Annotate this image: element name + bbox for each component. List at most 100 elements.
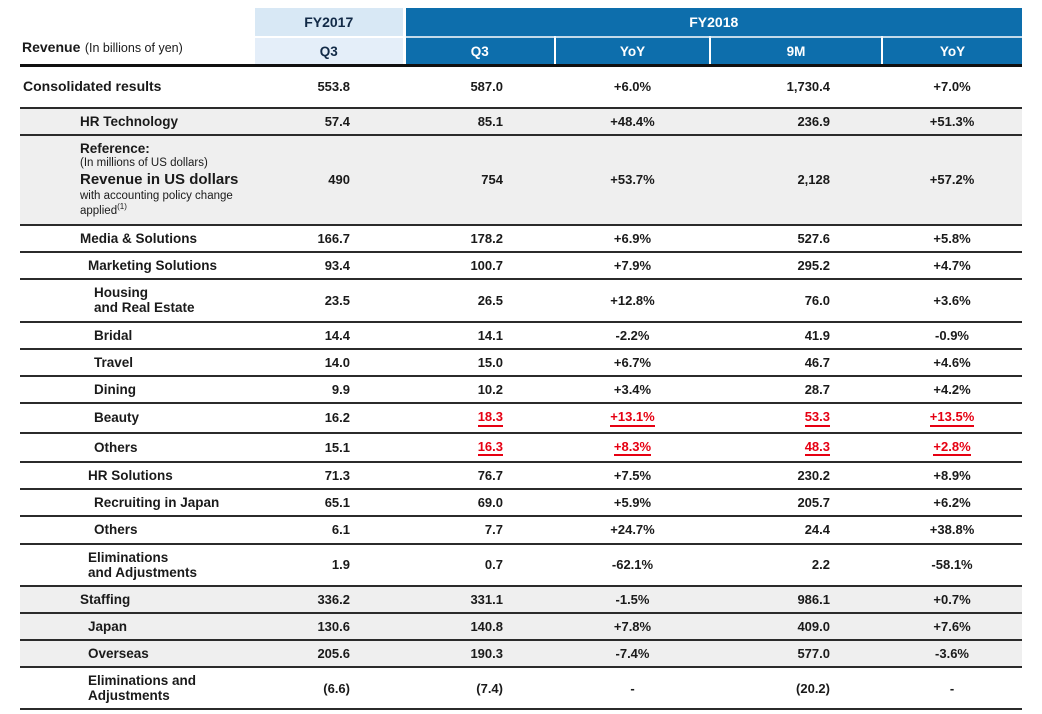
row-label-line: Consolidated results (23, 78, 255, 95)
table-row-media-and-solutions: Media & Solutions 166.7 178.2 +6.9% 527.6 +5.… (20, 225, 1023, 254)
value: 85.1 (477, 113, 503, 129)
value: (6.6) (323, 680, 350, 696)
label-text: Marketing Solutions (88, 258, 218, 274)
value: +7.0% (933, 79, 971, 95)
highlighted-value: 16.3 (477, 439, 503, 457)
highlighted-value: +2.8% (933, 439, 971, 457)
cell-hr-technology-fy2018-q3: 85.1 (404, 107, 555, 136)
value: 986.1 (797, 591, 830, 607)
row-label-line: and Real Estate (94, 300, 255, 315)
value: +4.6% (933, 354, 971, 370)
label-text: Consolidated results (23, 78, 162, 94)
value: 0.7 (484, 557, 503, 573)
table-row-consolidated-results: Consolidated results 553.8 587.0 +6.0% 1,730… (20, 65, 1023, 109)
cell-staffing-fy2018-yoy: -1.5% (555, 585, 710, 614)
cell-media-and-solutions-fy2018-q3: 178.2 (404, 225, 555, 254)
cell-travel-fy2018-9m: 46.7 (710, 348, 882, 377)
cell-media-eliminations-adjustments-fy2017-q3: 1.9 (255, 543, 404, 587)
row-label-staffing: Staffing (20, 585, 255, 614)
row-label-beauty: Beauty (20, 402, 255, 434)
cell-staffing-japan-fy2018-9m: 409.0 (710, 612, 882, 641)
row-label-line: Bridal (94, 328, 255, 343)
value: 65.1 (324, 495, 350, 511)
row-label-media-eliminations-adjustments: Eliminations and Adjustments (20, 543, 255, 587)
label-text: HR Solutions (88, 468, 173, 484)
value: 16.2 (324, 410, 350, 426)
value: 7.7 (484, 522, 503, 538)
label-text: Adjustments (88, 688, 170, 704)
table-row-hr-technology: HR Technology 57.4 85.1 +48.4% 236.9 +51.3% (20, 107, 1023, 136)
value: 140.8 (470, 618, 503, 634)
cell-reference-revenue-usd-fy2017-q3: 490 (255, 134, 404, 227)
value: 24.4 (804, 522, 830, 538)
cell-media-others-fy2018-9m: 48.3 (710, 432, 882, 464)
value: 130.6 (317, 618, 350, 634)
cell-hr-technology-fy2017-q3: 57.4 (255, 107, 404, 136)
cell-staffing-overseas-fy2018-9m-yoy: -3.6% (882, 639, 1023, 669)
cell-total-eliminations-adjustments-fy2017-q3: (6.6) (255, 667, 404, 711)
cell-media-eliminations-adjustments-fy2018-9m: 2.2 (710, 543, 882, 587)
cell-media-and-solutions-fy2017-q3: 166.7 (255, 225, 404, 254)
cell-dining-fy2018-yoy: +3.4% (555, 375, 710, 404)
cell-reference-revenue-usd-fy2018-yoy: +53.7% (555, 134, 710, 227)
cell-staffing-fy2018-9m: 986.1 (710, 585, 882, 614)
value: 69.0 (477, 495, 503, 511)
label-text: Revenue in US dollars (80, 170, 239, 188)
row-label-line: and Adjustments (88, 565, 255, 580)
cell-media-and-solutions-fy2018-yoy: +6.9% (555, 225, 710, 254)
row-label-media-and-solutions: Media & Solutions (20, 225, 255, 254)
title-unit-note: (In billions of yen) (84, 41, 183, 55)
cell-hr-solutions-fy2017-q3: 71.3 (255, 462, 404, 491)
value: 190.3 (470, 646, 503, 661)
label-text: with accounting policy change (80, 189, 233, 202)
row-label-line: Others (94, 440, 255, 455)
cell-staffing-overseas-fy2017-q3: 205.6 (255, 639, 404, 669)
value: +5.9% (613, 495, 652, 511)
value: 331.1 (470, 591, 503, 607)
row-label-line: applied(1) (80, 202, 255, 218)
row-label-line: Marketing Solutions (88, 258, 255, 273)
value: 71.3 (324, 468, 350, 484)
label-text: Eliminations (88, 549, 169, 565)
value: -58.1% (931, 557, 973, 573)
cell-travel-fy2018-q3: 15.0 (404, 348, 555, 377)
column-fy2018-9m-yoy: YoY (880, 37, 1023, 67)
value: 1.9 (331, 557, 350, 573)
value: 553.8 (317, 79, 350, 95)
value: +51.3% (929, 113, 975, 129)
row-label-line: Staffing (80, 592, 255, 607)
value: (7.4) (476, 680, 503, 696)
table-row-media-eliminations-adjustments: Eliminations and Adjustments 1.9 0.7 -62.1% 2… (20, 543, 1023, 587)
table-title: Revenue (In billions of yen) (20, 8, 255, 67)
cell-housing-and-real-estate-fy2018-9m-yoy: +3.6% (882, 279, 1023, 323)
value: +7.6% (933, 618, 971, 634)
value: +0.7% (933, 591, 971, 607)
label-text: Travel (94, 354, 134, 370)
cell-hr-solutions-fy2018-9m-yoy: +8.9% (882, 462, 1023, 491)
label-text: and Real Estate (94, 300, 195, 316)
cell-media-and-solutions-fy2018-9m: 527.6 (710, 225, 882, 254)
cell-staffing-overseas-fy2018-q3: 190.3 (404, 639, 555, 669)
cell-recruiting-in-japan-fy2018-9m-yoy: +6.2% (882, 489, 1023, 518)
cell-media-others-fy2017-q3: 15.1 (255, 432, 404, 464)
table-row-housing-and-real-estate: Housing and Real Estate 23.5 26.5 +12.8% 76.0… (20, 279, 1023, 323)
cell-hr-solutions-fy2018-9m: 230.2 (710, 462, 882, 491)
value: 1,730.4 (786, 79, 830, 95)
value: +3.4% (613, 381, 652, 397)
cell-beauty-fy2018-yoy: +13.1% (555, 402, 710, 434)
value: +48.4% (610, 113, 655, 129)
row-label-line: Dining (94, 382, 255, 397)
row-label-line: Beauty (94, 410, 255, 425)
cell-recruiting-in-japan-fy2018-yoy: +5.9% (555, 489, 710, 518)
value: +4.2% (933, 381, 971, 397)
cell-hr-others-fy2018-9m: 24.4 (710, 516, 882, 545)
highlighted-value: 48.3 (804, 439, 830, 457)
cell-staffing-overseas-fy2018-9m: 577.0 (710, 639, 882, 669)
row-label-line: Housing (94, 285, 255, 300)
value: 2.2 (811, 557, 830, 573)
label-text: Media & Solutions (80, 231, 198, 247)
row-label-line: Media & Solutions (80, 231, 255, 246)
cell-hr-solutions-fy2018-yoy: +7.5% (555, 462, 710, 491)
value: - (949, 680, 955, 696)
row-label-staffing-overseas: Overseas (20, 639, 255, 669)
